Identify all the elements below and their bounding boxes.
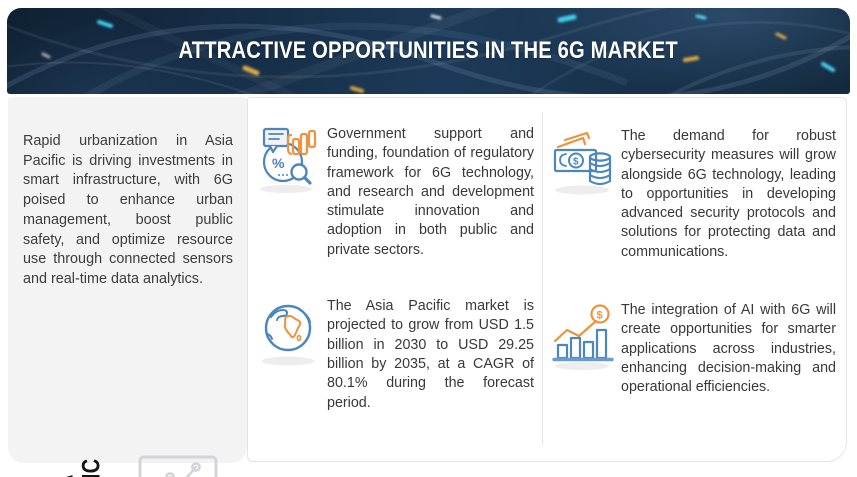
opportunity-text: Government support and funding, foundati… xyxy=(327,126,534,258)
chart-board-magnifier-icon xyxy=(126,445,244,477)
region-summary-panel: Rapid urbanization in Asia Pacific is dr… xyxy=(8,97,247,477)
svg-text:$: $ xyxy=(573,157,579,168)
opportunity-text: The Asia Pacific market is projected to … xyxy=(327,298,534,411)
region-label-box: ASIA PACIFIC xyxy=(20,443,108,477)
column-divider xyxy=(542,112,543,445)
opportunities-column-2: $ The demand for robust cybersecurity me… xyxy=(542,98,846,461)
bar-chart-dollar-icon: $ xyxy=(552,300,614,372)
svg-text:%: % xyxy=(272,155,285,171)
region-label: ASIA PACIFIC xyxy=(50,446,105,477)
opportunity-item: $ The integration of AI with 6G will cre… xyxy=(552,300,836,397)
region-summary-text: Rapid urbanization in Asia Pacific is dr… xyxy=(23,133,233,287)
opportunity-text: The demand for robust cybersecurity meas… xyxy=(621,128,836,260)
opportunity-item: The Asia Pacific market is projected to … xyxy=(258,296,534,413)
opportunity-item: $ The demand for robust cybersecurity me… xyxy=(552,126,836,262)
opportunities-column-1: % Government sup xyxy=(248,98,542,461)
title-banner: ATTRACTIVE OPPORTUNITIES IN THE 6G MARKE… xyxy=(7,8,850,94)
page-title: ATTRACTIVE OPPORTUNITIES IN THE 6G MARKE… xyxy=(178,37,679,64)
analysis-percent-magnifier-icon: % xyxy=(258,124,320,196)
opportunities-card: % Government sup xyxy=(247,97,847,462)
network-lines-background xyxy=(7,8,850,94)
cash-coins-icon: $ xyxy=(552,126,614,198)
svg-text:$: $ xyxy=(597,310,603,322)
opportunity-item: % Government sup xyxy=(258,124,534,260)
globe-icon xyxy=(258,296,320,368)
opportunity-text: The integration of AI with 6G will creat… xyxy=(621,302,836,396)
